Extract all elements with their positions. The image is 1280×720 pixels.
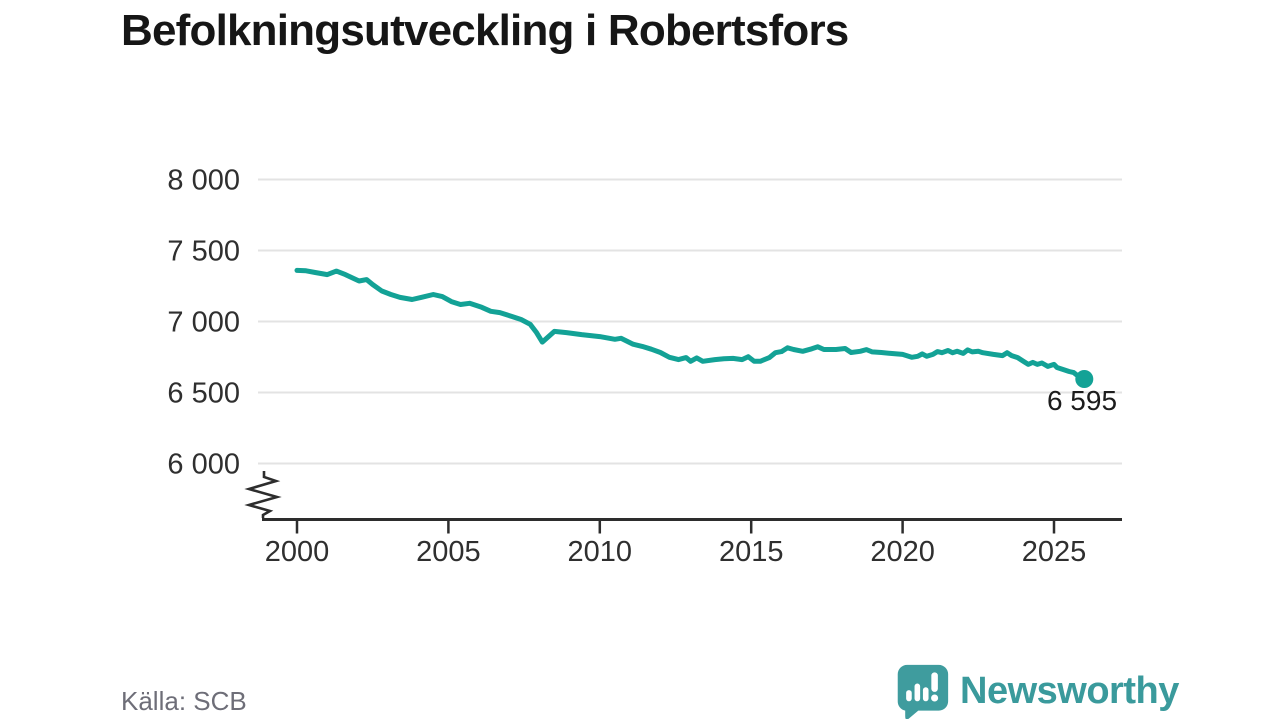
brand-wordmark: Newsworthy: [960, 670, 1179, 712]
page-title: Befolkningsutveckling i Robertsfors: [121, 6, 849, 55]
exclamation-bar-icon: [931, 672, 938, 692]
x-tick-label-2005: 2005: [416, 536, 481, 568]
y-tick-label-7000: 7 000: [167, 307, 240, 339]
x-tick-label-2020: 2020: [870, 536, 935, 568]
x-tick-label-2000: 2000: [265, 536, 330, 568]
bar-icon-tall: [914, 683, 921, 702]
y-tick-label-6500: 6 500: [167, 378, 240, 410]
latest-value-label: 6 595: [1046, 385, 1118, 416]
population-line-chart: 8 000 7 500 7 000 6 500 6 000 2000 2005 2010 201…: [167, 165, 1122, 568]
x-tick-label-2015: 2015: [719, 536, 784, 568]
x-tick-label-2025: 2025: [1022, 536, 1087, 568]
population-series-line: [294, 267, 1087, 382]
y-tick-label-8000: 8 000: [167, 165, 240, 197]
y-tick-label-6000: 6 000: [167, 449, 240, 481]
bar-icon-medium: [922, 687, 929, 702]
series-endpoint-dot: [1075, 370, 1094, 388]
newsworthy-speech-bubble-icon: [897, 664, 949, 719]
x-tick-label-2010: 2010: [568, 536, 633, 568]
y-tick-label-7500: 7 500: [167, 236, 240, 268]
bar-icon-small: [906, 690, 912, 702]
newsworthy-logo: Newsworthy: [894, 663, 1179, 719]
source-caption: Källa: SCB: [121, 686, 247, 716]
exclamation-dot-icon: [931, 694, 939, 702]
y-axis-break-icon: [244, 471, 282, 518]
